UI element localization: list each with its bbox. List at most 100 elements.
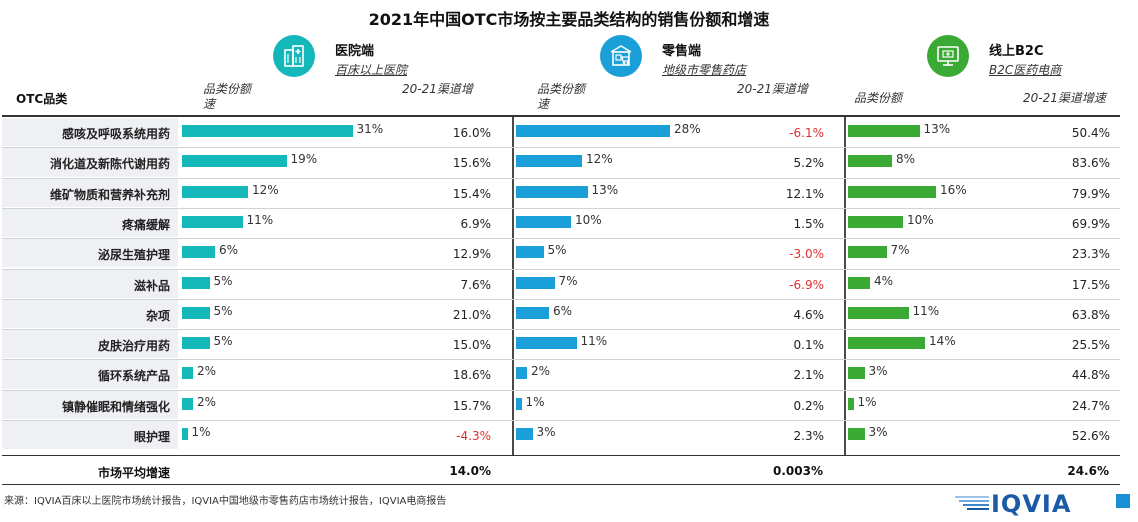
share-bar — [182, 155, 287, 168]
row-separator — [2, 207, 1120, 209]
online-computer-icon — [927, 35, 969, 77]
table-total-rule — [2, 455, 1120, 456]
share-header-retail-line2: 速 — [537, 97, 550, 111]
growth-value: 7.6% — [460, 277, 492, 292]
share-bar — [516, 246, 544, 259]
growth-value: -4.3% — [456, 429, 491, 443]
share-bar — [516, 125, 670, 137]
growth-value: 6.9% — [460, 216, 492, 231]
total-value-hospital: 14.0% — [449, 464, 491, 478]
share-bar — [848, 185, 936, 198]
otc-category-header: OTC品类 — [16, 92, 68, 106]
growth-value: 0.2% — [793, 398, 825, 413]
share-label: 31% — [356, 122, 384, 136]
share-bar — [516, 397, 522, 410]
share-label: 2% — [197, 364, 217, 379]
share-header-retail-line1: 品类份额 — [537, 82, 586, 96]
share-bar — [516, 276, 555, 289]
category-label: 镇静催眠和情绪强化 — [61, 399, 170, 414]
share-label: 1% — [525, 394, 545, 409]
share-header-hospital-line2: 速 — [203, 97, 216, 111]
share-label: 10% — [907, 212, 934, 227]
share-label: 6% — [219, 243, 239, 258]
growth-value: 69.9% — [1071, 216, 1110, 231]
share-label: 16% — [940, 182, 967, 197]
category-label: 感咳及呼吸系统用药 — [61, 127, 170, 141]
growth-value: 5.2% — [793, 156, 825, 171]
share-bar — [516, 428, 533, 440]
share-bar — [848, 246, 887, 259]
share-bar — [516, 337, 577, 350]
share-bar — [516, 306, 549, 319]
growth-value: 52.6% — [1071, 429, 1110, 443]
growth-value: 17.5% — [1071, 277, 1110, 292]
category-cell — [2, 421, 178, 450]
share-label: 19% — [290, 152, 318, 167]
row-separator — [2, 359, 1120, 361]
growth-value: 16.0% — [452, 126, 491, 140]
share-label: 7% — [890, 243, 910, 258]
share-header-hospital-line1: 品类份额 — [203, 82, 252, 96]
iqvia-logo: IQVIA — [955, 490, 1071, 518]
growth-value: 1.5% — [793, 216, 825, 231]
growth-value: -6.9% — [789, 277, 824, 292]
category-cell — [2, 360, 178, 389]
row-separator — [2, 238, 1120, 240]
share-label: 2% — [197, 394, 217, 409]
share-bar — [848, 215, 903, 228]
share-bar — [516, 155, 582, 168]
column-divider-1 — [512, 117, 514, 455]
category-cell — [2, 239, 178, 268]
growth-value: 21.0% — [452, 307, 491, 322]
share-label: 11% — [246, 212, 274, 227]
share-label: 3% — [868, 364, 888, 379]
growth-value: 2.3% — [793, 429, 825, 443]
share-label: 6% — [553, 303, 573, 318]
table-bottom-rule — [2, 484, 1120, 485]
growth-value: 15.7% — [452, 398, 491, 413]
share-label: 11% — [580, 334, 608, 349]
hospital-building-icon — [273, 35, 315, 77]
share-bar — [182, 367, 193, 380]
share-label: 5% — [213, 334, 233, 349]
share-bar — [516, 215, 571, 228]
growth-value: -3.0% — [789, 247, 824, 262]
table-header-rule — [2, 115, 1120, 117]
share-label: 8% — [896, 152, 916, 167]
share-bar — [182, 337, 210, 350]
category-label: 杂项 — [145, 308, 170, 323]
category-label: 眼护理 — [133, 430, 170, 444]
category-cell — [2, 208, 178, 238]
growth-header-hospital: 20-21渠道增 — [402, 82, 473, 96]
corner-square — [1116, 494, 1130, 508]
category-label: 皮肤治疗用药 — [97, 339, 170, 354]
share-bar — [182, 428, 188, 440]
pharmacy-store-icon — [600, 35, 642, 77]
share-label: 3% — [868, 425, 888, 439]
share-bar — [182, 306, 210, 319]
share-bar — [182, 125, 353, 137]
share-header-hospital: 品类份额 速 — [203, 82, 251, 112]
share-label: 11% — [912, 303, 940, 318]
category-label: 维矿物质和营养补充剂 — [49, 187, 170, 202]
share-bar — [848, 306, 909, 319]
share-label: 14% — [929, 334, 956, 349]
growth-value: -6.1% — [789, 126, 824, 140]
share-bar — [182, 185, 248, 198]
channel-name-retail: 零售端 — [662, 44, 702, 59]
share-label: 10% — [575, 212, 602, 227]
share-bar — [848, 125, 920, 137]
share-bar — [182, 276, 210, 289]
category-cell — [2, 330, 178, 359]
share-bar — [182, 215, 243, 228]
growth-value: 15.0% — [452, 338, 491, 353]
share-bar — [848, 397, 854, 410]
growth-value: 79.9% — [1071, 186, 1110, 201]
category-label: 循环系统产品 — [97, 369, 170, 384]
total-row-label: 市场平均增速 — [97, 466, 170, 480]
category-label: 泌尿生殖护理 — [97, 248, 170, 263]
growth-value: 25.5% — [1071, 338, 1110, 353]
share-bar — [848, 367, 865, 380]
total-value-retail: 0.003% — [773, 464, 823, 478]
growth-value: 63.8% — [1071, 307, 1110, 322]
